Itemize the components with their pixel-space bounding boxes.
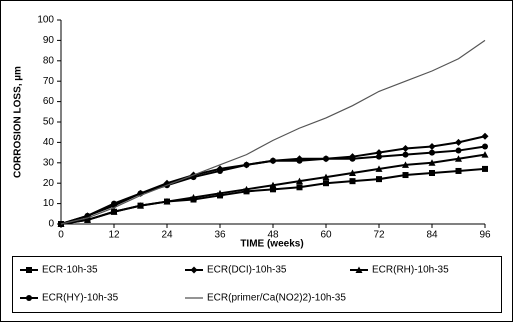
marker (243, 161, 250, 168)
marker (455, 167, 462, 174)
y-tick-label: 10 (43, 198, 55, 209)
x-tick-label: 36 (214, 230, 226, 241)
marker (26, 267, 32, 273)
y-tick-label: 80 (43, 55, 55, 66)
marker (429, 149, 435, 156)
marker (216, 189, 224, 197)
marker (402, 172, 409, 179)
legend-label: ECR(RH)-10h-35 (372, 265, 449, 276)
y-tick-label: 100 (37, 15, 54, 26)
marker (482, 143, 488, 150)
series-line (60, 39, 486, 225)
marker (455, 147, 462, 154)
legend-label: ECR(primer/Ca(NO2)2)-10h-35 (207, 293, 346, 304)
marker (429, 170, 435, 176)
y-tick-label: 30 (43, 157, 55, 168)
y-axis-title: CORROSION LOSS, µm (13, 66, 24, 178)
marker (349, 155, 356, 162)
marker (375, 165, 383, 172)
marker (26, 295, 32, 301)
legend-label: ECR(DCI)-10h-35 (207, 265, 287, 276)
marker (481, 151, 489, 158)
marker (190, 266, 198, 274)
marker (455, 138, 462, 146)
marker (376, 153, 382, 160)
legend-box (12, 256, 502, 313)
y-tick-label: 60 (43, 96, 55, 107)
x-axis-title: TIME (weeks) (240, 239, 303, 250)
x-tick-label: 0 (58, 230, 64, 241)
marker (402, 161, 409, 168)
y-tick-label: 40 (43, 137, 55, 148)
x-tick-label: 48 (267, 230, 279, 241)
legend-label: ECR-10h-35 (42, 265, 98, 276)
marker (428, 142, 436, 150)
marker (296, 177, 303, 185)
marker (455, 155, 462, 162)
x-tick-label: 72 (373, 230, 385, 241)
series-line (60, 167, 486, 225)
marker (217, 167, 223, 174)
marker (296, 157, 303, 164)
y-tick-label: 90 (43, 35, 55, 46)
marker (355, 266, 363, 273)
legend-label: ECR(HY)-10h-35 (42, 293, 119, 304)
marker (376, 176, 382, 183)
marker (84, 216, 91, 223)
marker (481, 132, 489, 140)
marker (137, 202, 144, 209)
marker (323, 155, 329, 162)
marker (270, 186, 276, 193)
marker (402, 145, 409, 153)
marker (270, 157, 276, 164)
series-line (60, 135, 486, 225)
marker (323, 180, 329, 187)
marker (482, 165, 488, 172)
marker (402, 151, 409, 158)
marker (428, 159, 436, 166)
marker (296, 184, 303, 191)
marker (190, 193, 197, 201)
y-tick-label: 70 (43, 76, 55, 87)
x-tick-label: 96 (479, 230, 491, 241)
x-tick-label: 12 (108, 230, 120, 241)
y-tick-label: 0 (48, 219, 54, 230)
y-tick-label: 20 (43, 178, 55, 189)
y-tick-label: 50 (43, 117, 55, 128)
marker (349, 169, 356, 176)
marker (243, 185, 250, 193)
x-tick-label: 84 (426, 230, 438, 241)
marker (163, 198, 171, 205)
marker (111, 200, 117, 207)
marker (349, 178, 356, 185)
marker (269, 181, 277, 189)
marker (322, 173, 330, 181)
x-tick-label: 60 (320, 230, 332, 241)
marker (110, 208, 118, 215)
x-tick-label: 24 (161, 230, 173, 241)
